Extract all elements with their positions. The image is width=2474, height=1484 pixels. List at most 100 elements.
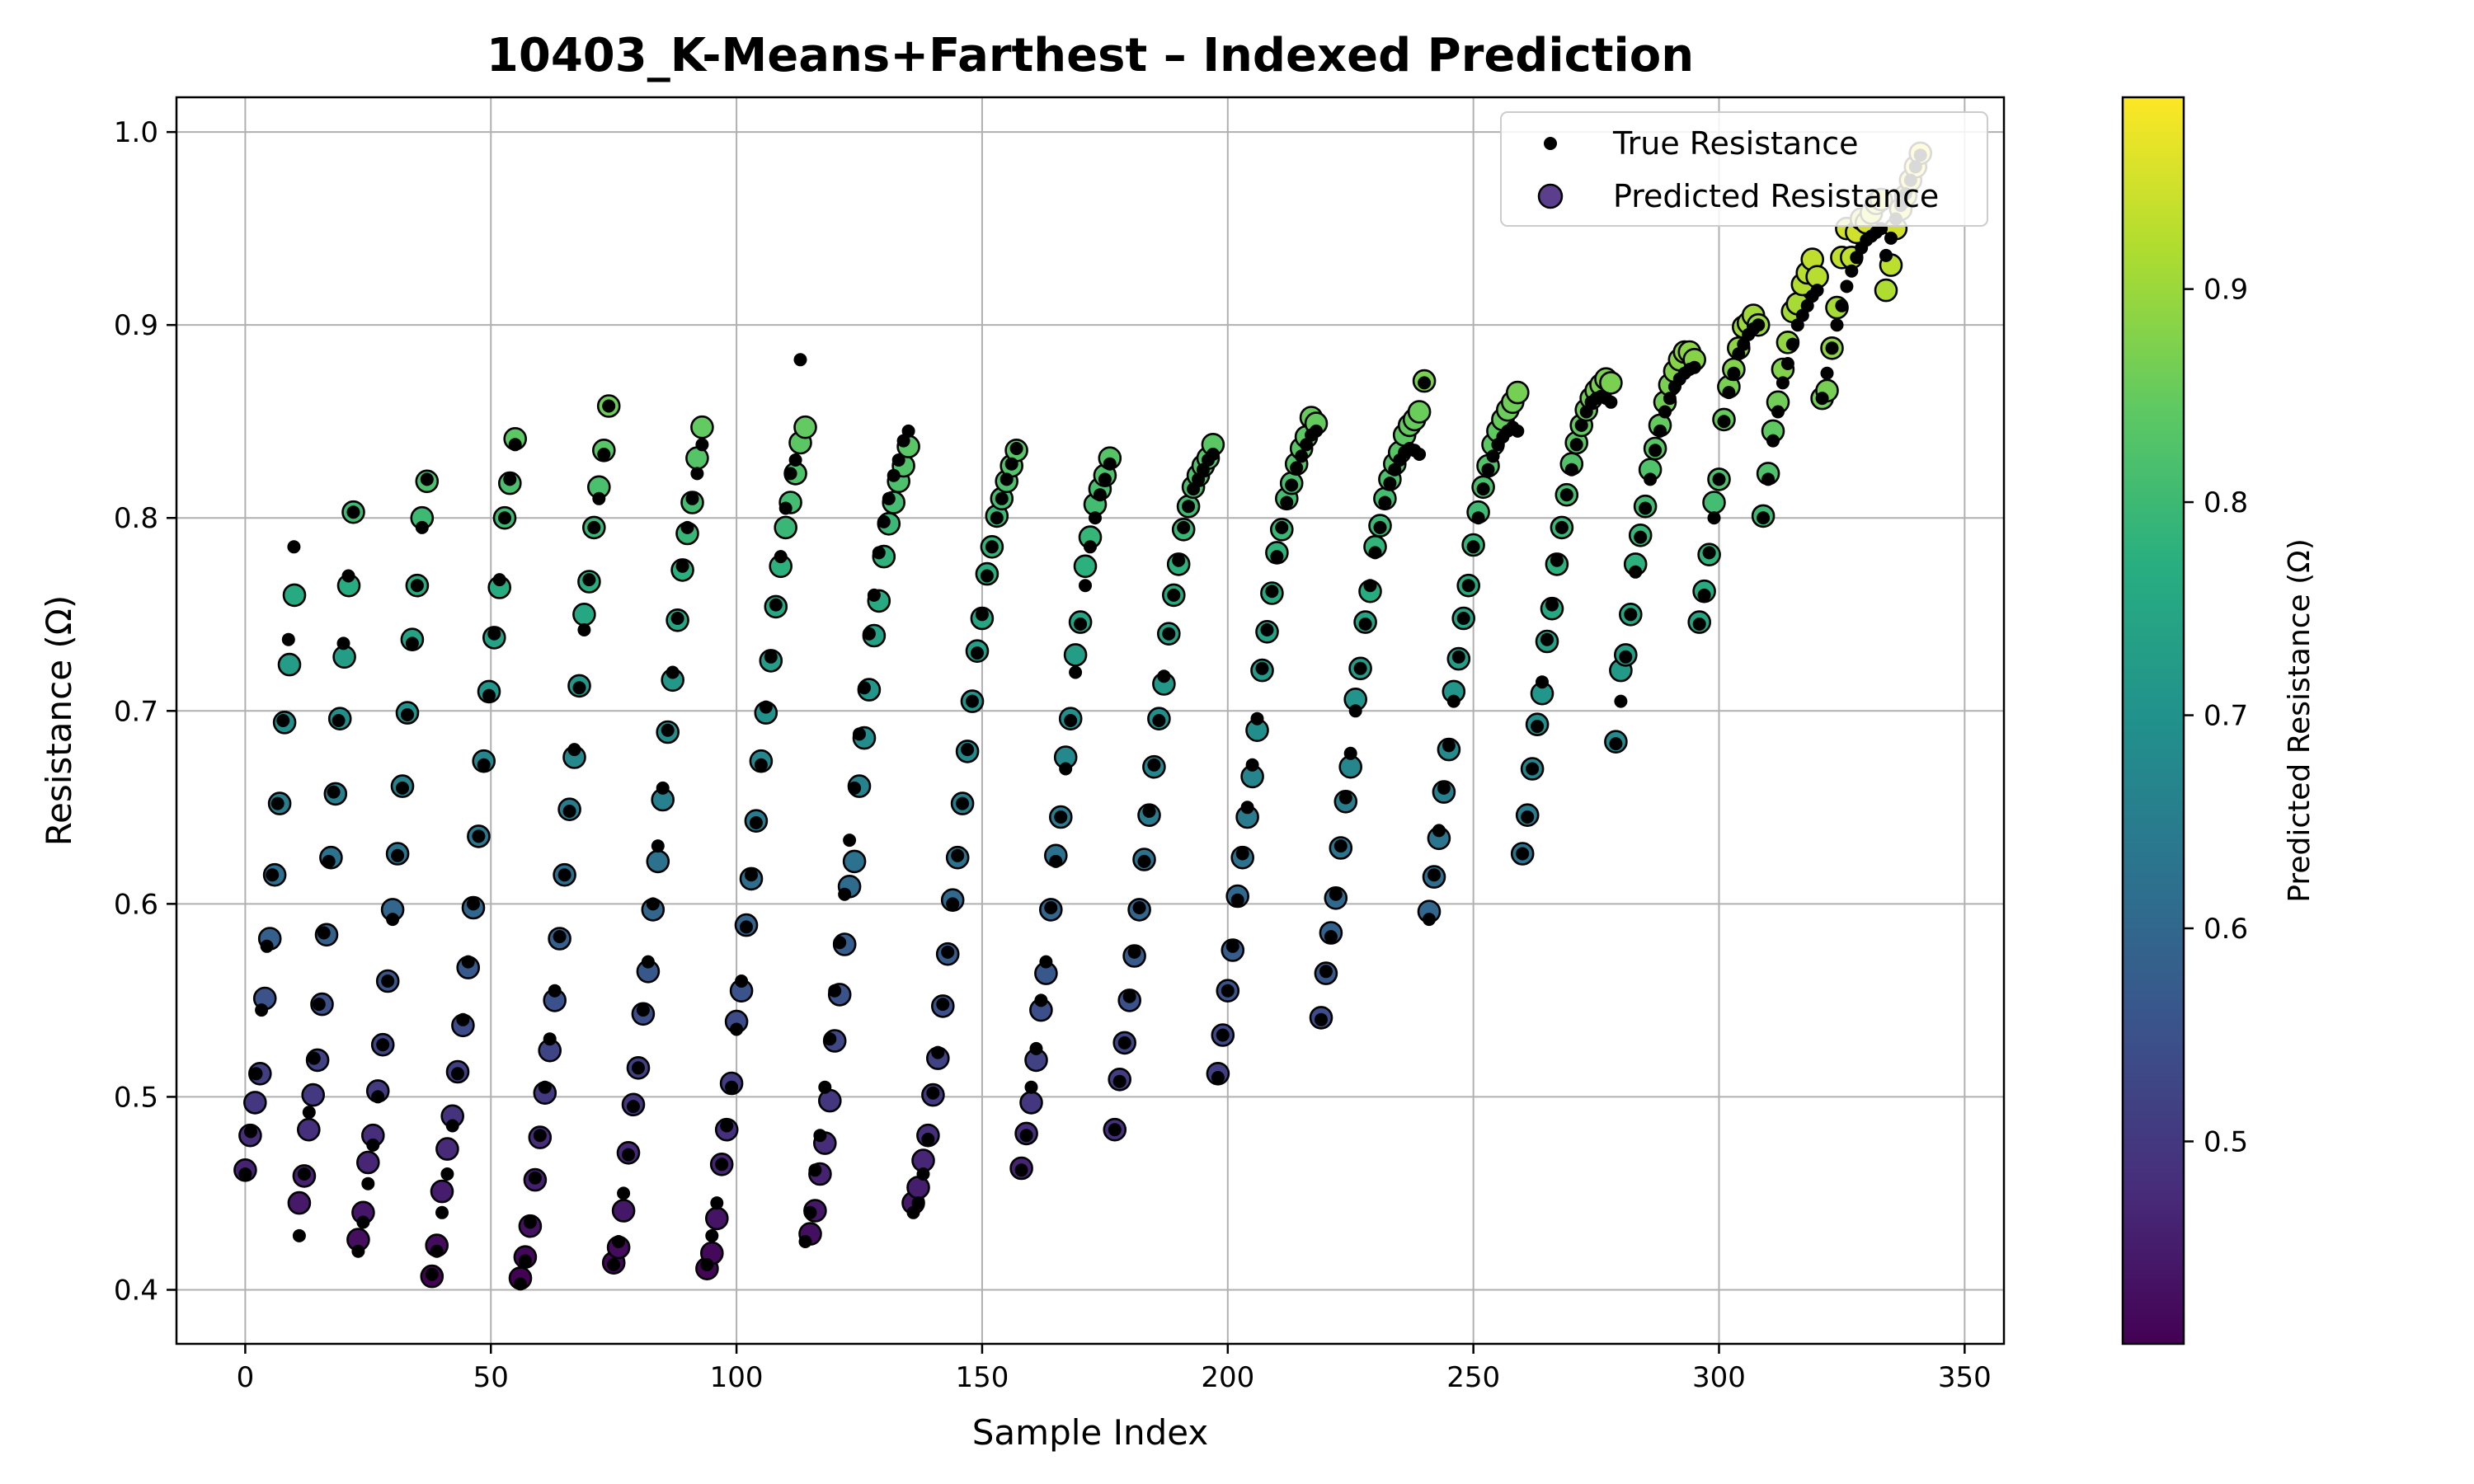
predicted-point [842, 849, 867, 874]
true-point [1451, 650, 1465, 664]
true-point [1752, 318, 1766, 332]
legend-true-marker [1544, 137, 1557, 150]
true-point [1280, 495, 1294, 510]
true-point [1761, 472, 1776, 486]
true-point [487, 627, 501, 641]
true-point [587, 520, 601, 534]
true-point [1216, 1028, 1230, 1042]
legend-predicted-label: Predicted Resistance [1613, 178, 1939, 214]
true-point [882, 491, 896, 505]
true-point [1437, 781, 1451, 795]
true-point [1466, 540, 1480, 554]
true-point [680, 520, 694, 534]
true-point [670, 612, 684, 625]
true-point [1757, 511, 1771, 525]
true-point [813, 1129, 827, 1143]
true-point [956, 796, 970, 810]
true-resistance-points [238, 148, 1927, 1291]
true-point [1177, 520, 1191, 534]
true-point [391, 848, 405, 862]
x-tick-label: 300 [1692, 1361, 1746, 1394]
true-point [1835, 298, 1849, 312]
true-point [641, 955, 655, 969]
true-point [1521, 810, 1535, 824]
true-point [1221, 984, 1235, 998]
predicted-point [690, 415, 714, 439]
x-tick-label: 100 [710, 1361, 764, 1394]
true-point [435, 1205, 449, 1219]
true-point [255, 1003, 269, 1017]
true-point [1142, 805, 1156, 818]
true-point [1687, 360, 1701, 374]
true-point [872, 546, 886, 560]
colorbar-tick-label: 0.9 [2204, 274, 2248, 307]
true-point [1290, 461, 1304, 475]
true-point [705, 1228, 719, 1242]
predicted-point [1599, 371, 1623, 395]
true-point [990, 511, 1004, 525]
predicted-point [296, 1117, 321, 1142]
true-point [1564, 463, 1578, 477]
true-point [1697, 588, 1711, 602]
true-point [336, 636, 350, 650]
true-point [1338, 791, 1352, 805]
true-point [788, 453, 802, 467]
true-point [472, 829, 486, 843]
true-point [1348, 704, 1362, 718]
true-point [260, 939, 274, 953]
true-point [376, 1038, 390, 1052]
true-point [622, 1148, 635, 1162]
true-point [636, 1003, 650, 1017]
true-point [1486, 449, 1500, 463]
true-point [572, 681, 586, 695]
true-point [528, 1171, 542, 1185]
true-point [1310, 424, 1323, 438]
predicted-point [793, 415, 817, 439]
true-point [971, 646, 984, 660]
true-point [1649, 444, 1663, 458]
true-point [1629, 565, 1643, 579]
true-point [1343, 746, 1357, 760]
true-point [1054, 810, 1068, 824]
true-point [769, 598, 783, 612]
true-point [1167, 588, 1181, 602]
true-point [695, 438, 709, 452]
true-point [1230, 893, 1244, 907]
true-point [1545, 598, 1559, 612]
true-point [1624, 608, 1638, 622]
true-point [803, 1205, 817, 1219]
predicted-point [287, 1190, 312, 1215]
true-point [1692, 618, 1706, 631]
true-point [1663, 392, 1677, 406]
true-point [1034, 993, 1048, 1007]
predicted-point [277, 652, 302, 677]
true-point [1884, 231, 1898, 245]
legend-true-label: True Resistance [1612, 125, 1859, 162]
predicted-point [1407, 400, 1432, 424]
true-point [1550, 553, 1564, 567]
true-point [936, 998, 950, 1012]
true-point [582, 573, 596, 587]
true-point [327, 785, 341, 799]
predicted-point [646, 849, 670, 874]
predicted-point [1073, 554, 1098, 579]
true-point [492, 573, 506, 587]
true-point [1810, 284, 1824, 298]
true-point [1064, 714, 1078, 727]
true-point [1152, 714, 1166, 727]
true-point [281, 632, 295, 646]
true-point [1432, 824, 1446, 838]
predicted-point [1506, 380, 1530, 405]
true-point [798, 1235, 812, 1248]
predicted-point [1874, 278, 1898, 303]
true-point [1383, 477, 1397, 491]
predicted-point [774, 515, 798, 540]
true-point [867, 588, 881, 602]
true-point [1481, 463, 1495, 477]
true-point [778, 501, 793, 515]
true-point [754, 758, 768, 772]
true-point [843, 834, 857, 848]
predicted-point [572, 602, 596, 627]
true-point [1315, 1012, 1328, 1026]
x-tick-label: 200 [1201, 1361, 1254, 1394]
